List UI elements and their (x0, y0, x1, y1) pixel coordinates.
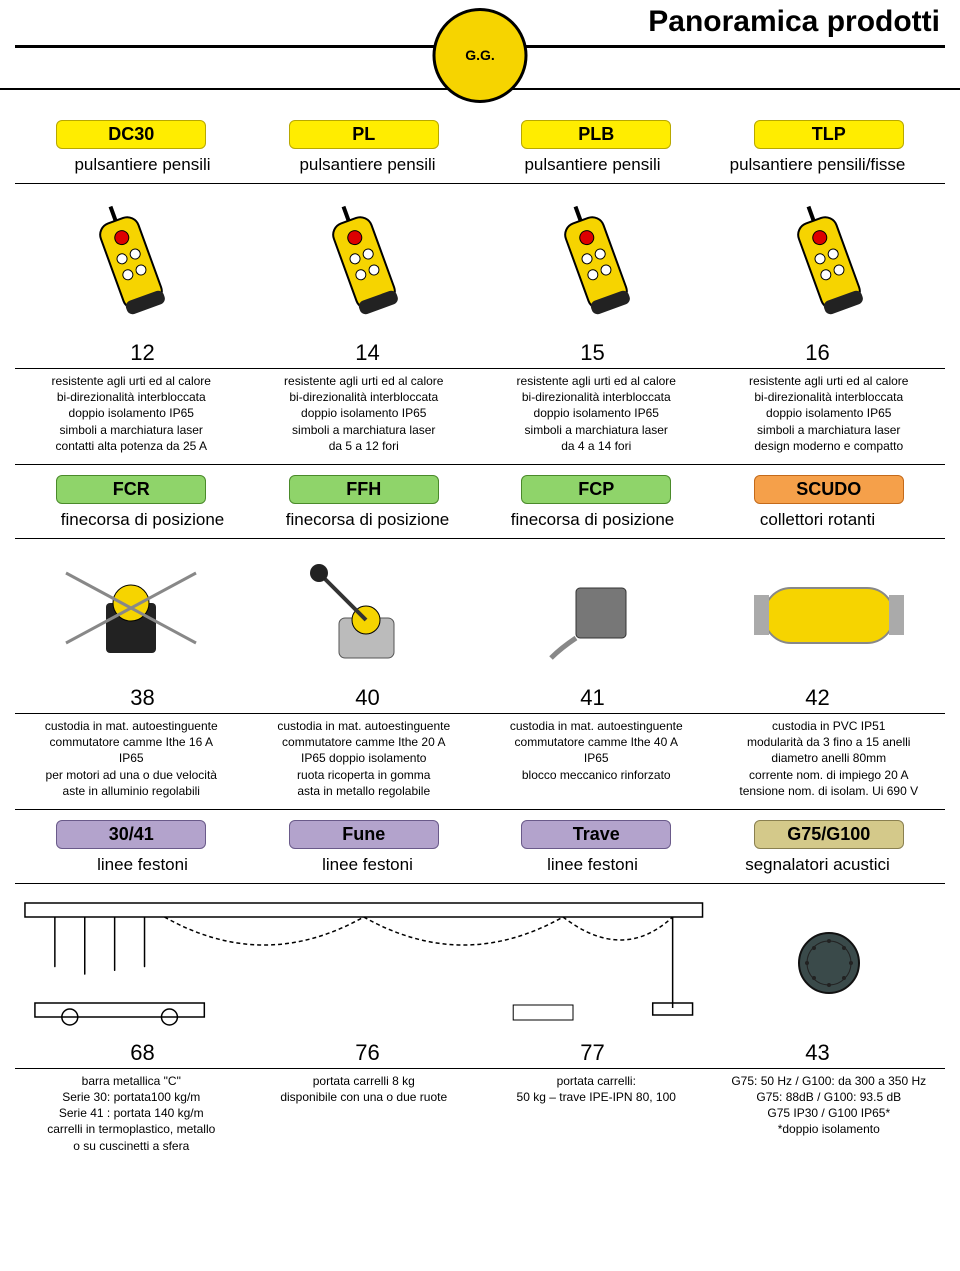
product-badge: PL (289, 120, 439, 149)
product-subtitle: pulsantiere pensili (484, 149, 701, 179)
brand-logo: G.G. (433, 8, 528, 103)
product-description: portata carrelli 8 kgdisponibile con una… (252, 1073, 477, 1105)
page-number: 14 (259, 338, 476, 368)
product-description: custodia in mat. autoestinguentecommutat… (484, 718, 709, 783)
product-image (484, 543, 709, 683)
page-number: 77 (484, 1038, 701, 1068)
product-subtitle: pulsantiere pensili (259, 149, 476, 179)
product-badge: G75/G100 (754, 820, 904, 849)
product-subtitle: linee festoni (259, 849, 476, 879)
product-description: portata carrelli:50 kg – trave IPE-IPN 8… (484, 1073, 709, 1105)
page-number: 16 (709, 338, 926, 368)
product-subtitle: pulsantiere pensili (34, 149, 251, 179)
product-description: custodia in mat. autoestinguentecommutat… (19, 718, 244, 799)
page-number: 41 (484, 683, 701, 713)
buzzer-image (713, 888, 946, 1038)
product-badge: SCUDO (754, 475, 904, 504)
product-description: resistente agli urti ed al calorebi-dire… (717, 373, 942, 454)
product-subtitle: collettori rotanti (709, 504, 926, 534)
page-number: 40 (259, 683, 476, 713)
product-badge: Trave (521, 820, 671, 849)
product-badge: TLP (754, 120, 904, 149)
product-description: barra metallica "C"Serie 30: portata100 … (19, 1073, 244, 1154)
logo-text: G.G. (465, 48, 495, 63)
product-description: custodia in mat. autoestinguentecommutat… (252, 718, 477, 799)
product-badge: Fune (289, 820, 439, 849)
product-description: resistente agli urti ed al calorebi-dire… (484, 373, 709, 454)
product-image (252, 543, 477, 683)
page-number: 38 (34, 683, 251, 713)
product-subtitle: finecorsa di posizione (34, 504, 251, 534)
product-subtitle: finecorsa di posizione (259, 504, 476, 534)
product-subtitle: linee festoni (484, 849, 701, 879)
product-subtitle: pulsantiere pensili/fisse (709, 149, 926, 179)
product-badge: FFH (289, 475, 439, 504)
product-image (252, 188, 477, 338)
page-number: 43 (709, 1038, 926, 1068)
page-title: Panoramica prodotti (648, 5, 940, 39)
product-subtitle: finecorsa di posizione (484, 504, 701, 534)
product-image (19, 188, 244, 338)
product-badge: FCR (56, 475, 206, 504)
header: Panoramica prodotti G.G. (0, 0, 960, 90)
product-description: resistente agli urti ed al calorebi-dire… (252, 373, 477, 454)
product-subtitle: segnalatori acustici (709, 849, 926, 879)
product-description: resistente agli urti ed al calorebi-dire… (19, 373, 244, 454)
product-badge: PLB (521, 120, 671, 149)
product-description: G75: 50 Hz / G100: da 300 a 350 HzG75: 8… (717, 1073, 942, 1138)
page-number: 15 (484, 338, 701, 368)
product-badge: DC30 (56, 120, 206, 149)
page-number: 68 (34, 1038, 251, 1068)
festoon-diagram (15, 888, 713, 1038)
product-image (19, 543, 244, 683)
page-number: 76 (259, 1038, 476, 1068)
product-image (717, 188, 942, 338)
product-badge: FCP (521, 475, 671, 504)
product-badge: 30/41 (56, 820, 206, 849)
page-number: 42 (709, 683, 926, 713)
product-subtitle: linee festoni (34, 849, 251, 879)
product-image (717, 543, 942, 683)
page-number: 12 (34, 338, 251, 368)
product-description: custodia in PVC IP51modularità da 3 fino… (717, 718, 942, 799)
product-image (484, 188, 709, 338)
